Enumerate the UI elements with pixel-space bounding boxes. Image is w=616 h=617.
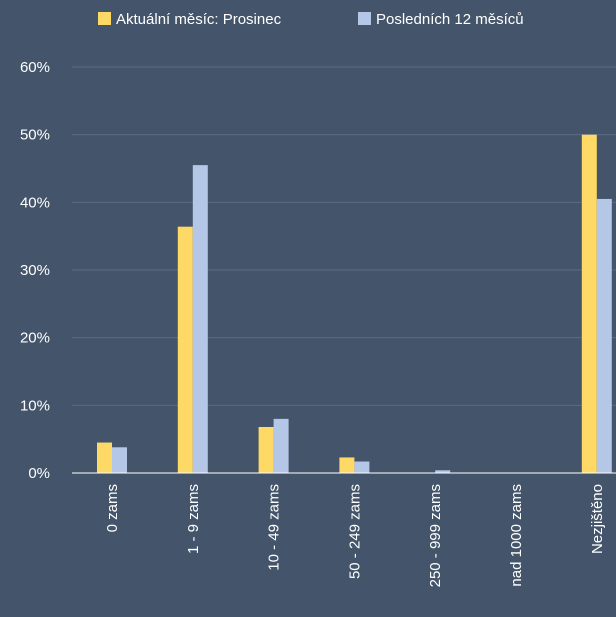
x-tick-label: 250 - 999 zams — [427, 484, 444, 587]
bar-current — [339, 457, 355, 473]
legend-swatch-current — [98, 12, 111, 25]
x-tick-label: 1 - 9 zams — [185, 484, 202, 554]
x-tick-label: Nezjištěno — [589, 484, 606, 554]
y-tick-label: 40% — [20, 194, 50, 211]
gridlines — [72, 66, 616, 406]
y-tick-label: 10% — [20, 397, 50, 414]
legend: Aktuální měsíc: Prosinec Posledních 12 m… — [98, 11, 524, 28]
bar-current — [177, 226, 193, 473]
bar-current — [258, 426, 274, 473]
y-tick-label: 60% — [20, 59, 50, 76]
x-tick-label: 0 zams — [104, 484, 121, 532]
x-tick-label: nad 1000 zams — [508, 484, 525, 587]
y-tick-label: 50% — [20, 127, 50, 144]
y-tick-label: 0% — [28, 465, 50, 482]
legend-label-last12: Posledních 12 měsíců — [376, 11, 524, 28]
bar-current — [581, 134, 597, 473]
bar-last12 — [354, 461, 370, 473]
y-tick-labels: 0% 10% 20% 30% 40% 50% 60% — [20, 59, 50, 482]
legend-label-current: Aktuální měsíc: Prosinec — [116, 11, 282, 28]
legend-swatch-last12 — [358, 12, 371, 25]
bars — [97, 134, 612, 473]
bar-last12 — [273, 418, 289, 473]
bar-current — [97, 442, 112, 473]
x-tick-label: 50 - 249 zams — [346, 484, 363, 579]
x-tick-label: 10 - 49 zams — [266, 484, 283, 571]
bar-last12 — [192, 165, 208, 473]
x-tick-labels: 0 zams 1 - 9 zams 10 - 49 zams 50 - 249 zam… — [104, 484, 606, 587]
bar-last12 — [112, 447, 127, 473]
bar-last12 — [435, 470, 451, 473]
bar-last12 — [596, 198, 612, 473]
y-tick-label: 20% — [20, 330, 50, 347]
y-tick-label: 30% — [20, 262, 50, 279]
